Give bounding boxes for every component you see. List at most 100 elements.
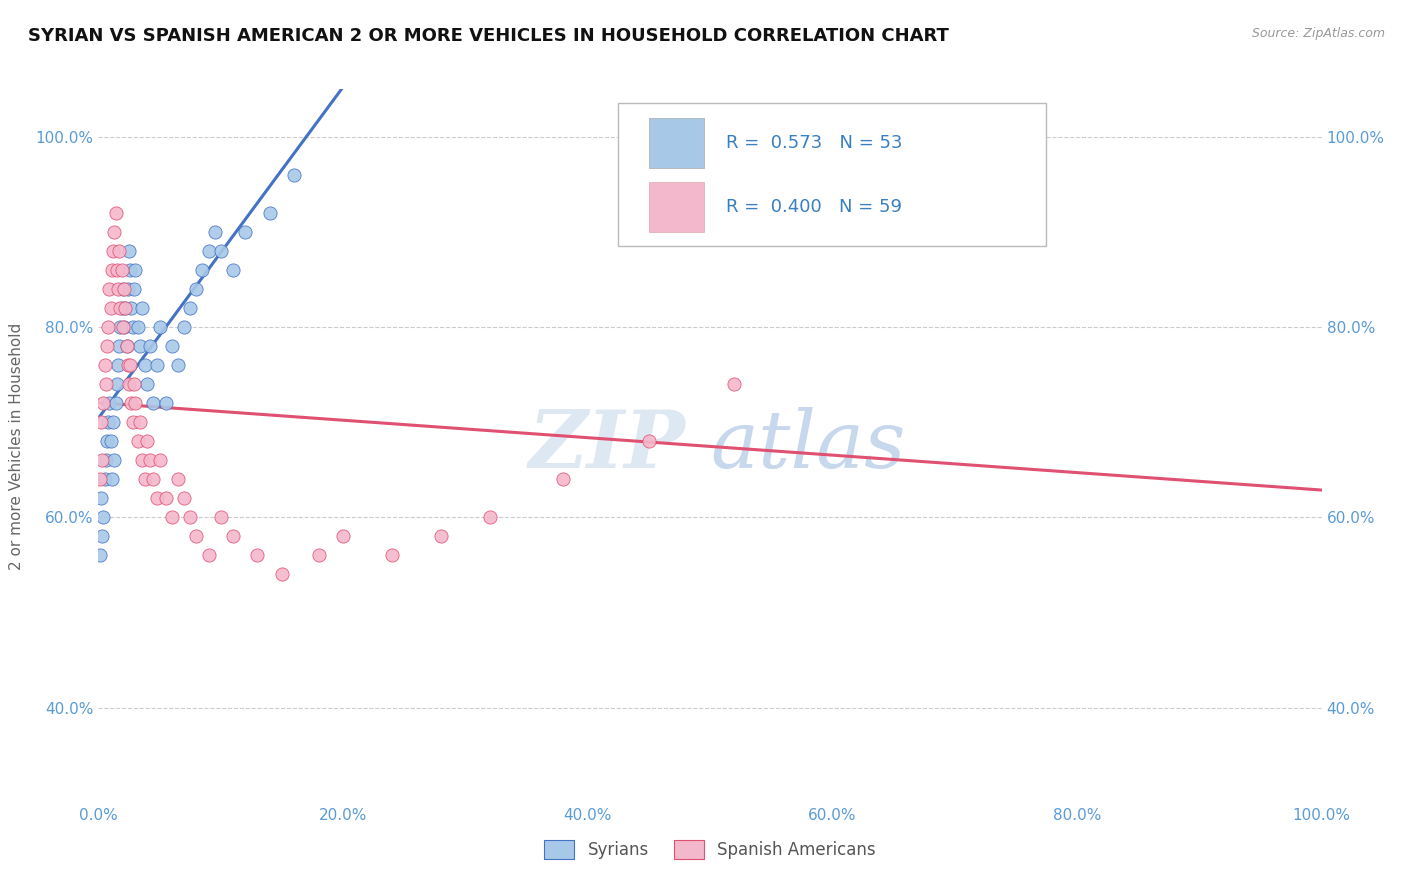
- Point: [124, 396, 146, 410]
- FancyBboxPatch shape: [619, 103, 1046, 246]
- Point: [103, 225, 125, 239]
- Text: atlas: atlas: [710, 408, 905, 484]
- Point: [121, 415, 143, 429]
- Point: [91, 453, 114, 467]
- Point: [111, 301, 134, 315]
- Point: [91, 529, 114, 543]
- Point: [120, 396, 142, 410]
- Point: [96, 339, 118, 353]
- Point: [107, 358, 129, 372]
- Point: [139, 339, 162, 353]
- Point: [104, 396, 127, 410]
- Point: [222, 263, 245, 277]
- Point: [115, 339, 138, 353]
- Point: [122, 282, 145, 296]
- Point: [100, 434, 122, 449]
- Point: [131, 453, 153, 467]
- Point: [167, 472, 190, 486]
- Point: [155, 396, 177, 410]
- Point: [283, 168, 305, 182]
- Point: [94, 377, 117, 392]
- Point: [115, 339, 138, 353]
- Point: [117, 282, 139, 296]
- Point: [101, 244, 124, 258]
- Point: [270, 567, 294, 582]
- Point: [127, 434, 149, 449]
- Point: [129, 415, 152, 429]
- Point: [142, 396, 165, 410]
- Point: [131, 301, 153, 315]
- Point: [93, 472, 115, 486]
- Point: [222, 529, 245, 543]
- Point: [553, 472, 575, 486]
- Point: [179, 301, 201, 315]
- Point: [139, 453, 162, 467]
- Point: [134, 358, 156, 372]
- Point: [197, 244, 219, 258]
- Point: [155, 491, 177, 506]
- FancyBboxPatch shape: [650, 182, 704, 232]
- Point: [209, 244, 232, 258]
- Point: [134, 472, 156, 486]
- Point: [110, 301, 132, 315]
- Point: [136, 377, 159, 392]
- FancyBboxPatch shape: [650, 118, 704, 168]
- Point: [114, 301, 136, 315]
- Point: [117, 358, 139, 372]
- Point: [149, 453, 172, 467]
- Point: [89, 549, 111, 563]
- Point: [943, 129, 966, 144]
- Point: [105, 377, 128, 392]
- Text: R =  0.400   N = 59: R = 0.400 N = 59: [725, 198, 901, 216]
- Point: [112, 282, 135, 296]
- Point: [114, 301, 136, 315]
- Point: [104, 206, 127, 220]
- Point: [430, 529, 453, 543]
- Text: R =  0.573   N = 53: R = 0.573 N = 53: [725, 134, 903, 152]
- Point: [98, 282, 121, 296]
- Point: [149, 320, 172, 334]
- Point: [120, 263, 142, 277]
- Point: [111, 320, 134, 334]
- Point: [90, 491, 112, 506]
- Point: [97, 320, 120, 334]
- Point: [478, 510, 501, 524]
- Point: [308, 549, 330, 563]
- Point: [124, 263, 146, 277]
- Point: [127, 320, 149, 334]
- Point: [209, 510, 232, 524]
- Point: [105, 263, 128, 277]
- Point: [259, 206, 281, 220]
- Point: [173, 491, 195, 506]
- Point: [96, 434, 118, 449]
- Point: [204, 225, 226, 239]
- Point: [97, 415, 120, 429]
- Point: [146, 358, 169, 372]
- Point: [122, 377, 145, 392]
- Point: [723, 377, 745, 392]
- Point: [142, 472, 165, 486]
- Point: [118, 377, 141, 392]
- Point: [93, 358, 115, 372]
- Point: [381, 549, 404, 563]
- Point: [89, 472, 111, 486]
- Point: [98, 396, 121, 410]
- Point: [160, 510, 183, 524]
- Point: [108, 339, 131, 353]
- Point: [108, 244, 131, 258]
- Point: [111, 263, 134, 277]
- Point: [233, 225, 256, 239]
- Text: SYRIAN VS SPANISH AMERICAN 2 OR MORE VEHICLES IN HOUSEHOLD CORRELATION CHART: SYRIAN VS SPANISH AMERICAN 2 OR MORE VEH…: [28, 27, 949, 45]
- Point: [173, 320, 195, 334]
- Point: [101, 472, 124, 486]
- Point: [179, 510, 201, 524]
- Point: [94, 453, 117, 467]
- Point: [120, 358, 142, 372]
- Point: [332, 529, 354, 543]
- Point: [111, 282, 134, 296]
- Point: [91, 396, 114, 410]
- Point: [146, 491, 169, 506]
- Point: [638, 434, 661, 449]
- Y-axis label: 2 or more Vehicles in Household: 2 or more Vehicles in Household: [10, 322, 24, 570]
- Point: [110, 320, 132, 334]
